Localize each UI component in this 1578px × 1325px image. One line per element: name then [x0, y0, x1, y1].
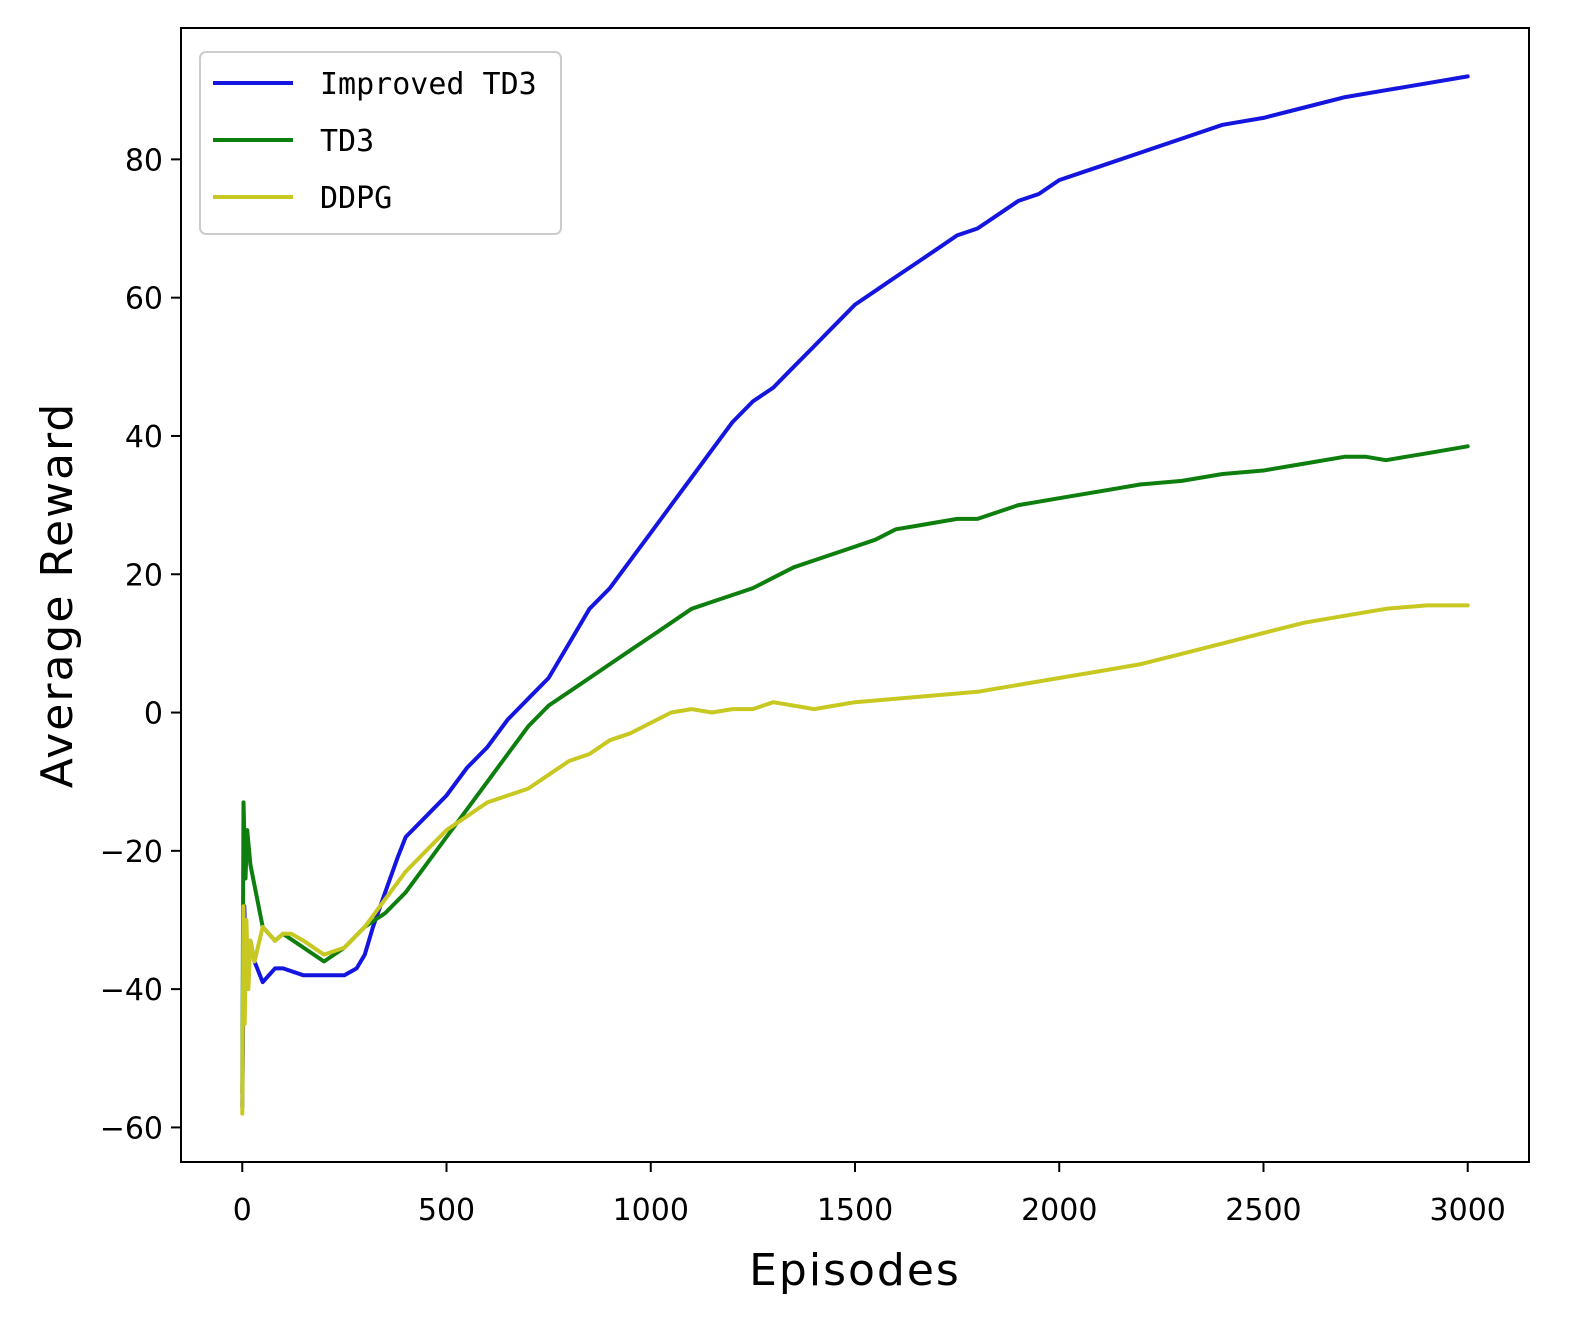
x-tick-label: 1500: [817, 1193, 893, 1228]
y-axis: −60 −40 −20 0 20 40 60 80: [100, 143, 181, 1146]
x-axis: 0 500 1000 1500 2000 2500 3000: [233, 1162, 1506, 1228]
y-tick-label: 0: [144, 697, 163, 732]
series-layer: [240, 74, 1470, 1116]
y-tick-label: 40: [125, 420, 163, 455]
legend-label: Improved TD3: [320, 67, 537, 102]
legend-box: [199, 51, 562, 235]
y-tick-label: 20: [125, 558, 163, 593]
y-axis-title: Average Reward: [32, 402, 83, 789]
y-tick-label: 60: [125, 282, 163, 317]
x-tick-label: 2500: [1225, 1193, 1301, 1228]
series-line-0: [240, 74, 1470, 1109]
x-axis-title: Episodes: [749, 1245, 961, 1296]
x-tick-label: 500: [418, 1193, 475, 1228]
y-tick-label: −60: [100, 1111, 163, 1146]
y-tick-label: −40: [100, 973, 163, 1008]
y-tick-label: −20: [100, 835, 163, 870]
x-tick-label: 1000: [613, 1193, 689, 1228]
legend: Improved TD3 TD3 DDPG: [199, 51, 562, 235]
x-tick-label: 3000: [1430, 1193, 1506, 1228]
legend-label: DDPG: [320, 181, 392, 216]
series-line-2: [240, 603, 1470, 1116]
legend-label: TD3: [320, 124, 374, 159]
series-line-1: [240, 444, 1470, 1095]
x-tick-label: 0: [233, 1193, 252, 1228]
x-tick-label: 2000: [1021, 1193, 1097, 1228]
y-tick-label: 80: [125, 143, 163, 178]
